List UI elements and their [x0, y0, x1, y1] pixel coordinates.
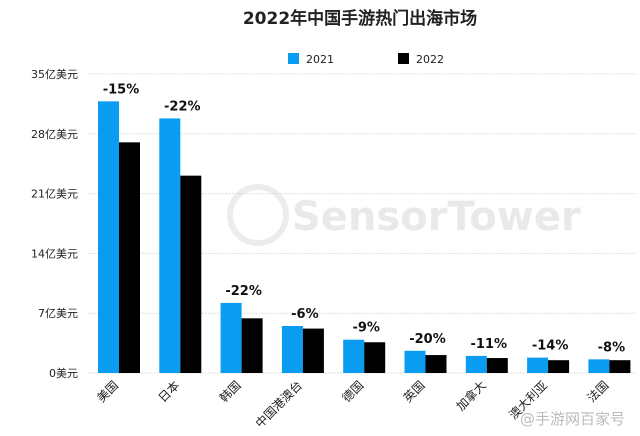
x-tick-label: 中国港澳台 [252, 378, 305, 431]
bar-2021-德国 [343, 339, 365, 373]
change-label: -11% [471, 337, 508, 352]
legend-swatch-2021 [288, 53, 299, 64]
source-watermark: @手游网百家号 [520, 410, 625, 428]
x-tick-label: 日本 [156, 378, 183, 405]
bar-2021-澳大利亚 [527, 357, 549, 373]
bar-2021-韩国 [220, 302, 242, 373]
y-tick-label: 21亿美元 [31, 188, 78, 201]
bar-2022-英国 [425, 355, 447, 373]
change-label: -22% [164, 99, 201, 114]
legend-label-2021: 2021 [306, 53, 334, 66]
bar-2022-中国港澳台 [302, 328, 324, 373]
y-tick-label: 35亿美元 [31, 68, 78, 81]
x-tick-label: 韩国 [216, 378, 244, 406]
change-label: -22% [225, 284, 262, 299]
bar-2021-法国 [588, 359, 610, 373]
bar-2022-日本 [180, 175, 202, 373]
x-tick-label: 法国 [585, 378, 612, 405]
bar-2022-澳大利亚 [548, 360, 570, 373]
x-tick-label: 加拿大 [453, 378, 489, 414]
x-tick-label: 英国 [401, 378, 428, 405]
x-tick-label: 美国 [94, 378, 121, 405]
change-label: -15% [103, 82, 140, 97]
bar-2022-法国 [609, 360, 631, 373]
bar-2021-中国港澳台 [281, 326, 303, 373]
change-label: -8% [598, 340, 625, 355]
svg-text:SensorTower: SensorTower [292, 194, 581, 240]
change-label: -6% [291, 307, 318, 322]
change-label: -9% [352, 321, 379, 336]
y-tick-label: 14亿美元 [31, 247, 78, 260]
sensortower-watermark: SensorTower [227, 184, 581, 246]
bar-2022-加拿大 [486, 358, 508, 373]
y-tick-label: 7亿美元 [38, 307, 78, 320]
y-tick-label: 0美元 [49, 367, 78, 380]
bar-2021-英国 [404, 350, 426, 373]
x-tick-label: 德国 [339, 378, 367, 406]
y-tick-label: 28亿美元 [31, 128, 78, 141]
bar-2021-加拿大 [465, 355, 487, 373]
change-label: -14% [532, 339, 569, 354]
chart-title: 2022年中国手游热门出海市场 [243, 8, 477, 29]
bar-2022-美国 [119, 142, 140, 373]
legend-label-2022: 2022 [416, 53, 444, 66]
change-label: -20% [409, 332, 446, 347]
bar-2021-美国 [98, 101, 119, 373]
bar-2022-德国 [364, 342, 386, 373]
legend-swatch-2022 [398, 53, 409, 64]
bar-2021-日本 [159, 118, 181, 374]
bar-2022-韩国 [241, 318, 263, 373]
